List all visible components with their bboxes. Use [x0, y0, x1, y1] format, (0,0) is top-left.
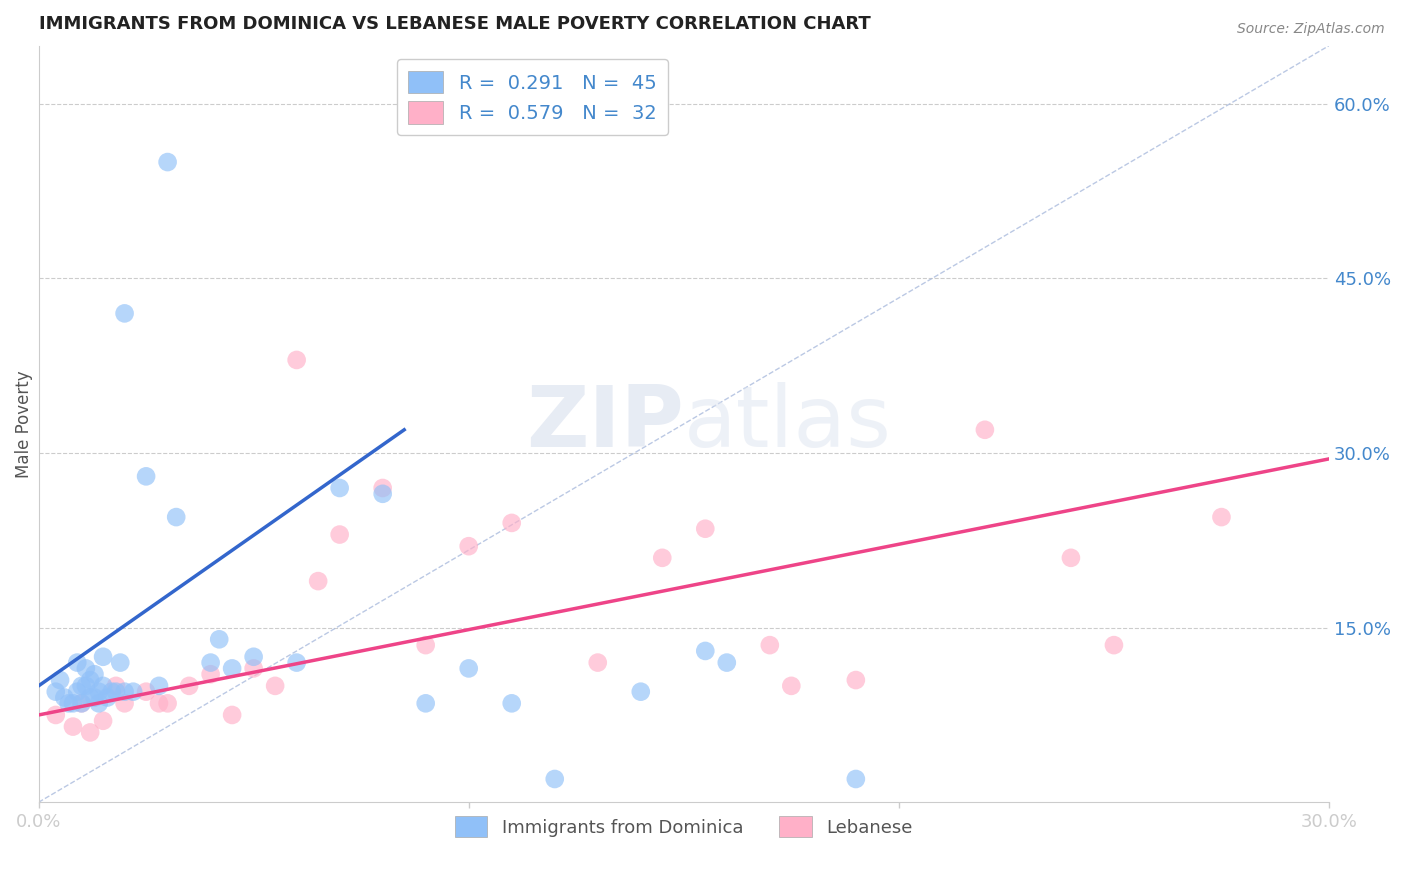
Point — [457, 539, 479, 553]
Point — [457, 661, 479, 675]
Point — [75, 679, 97, 693]
Point — [845, 673, 868, 687]
Text: ZIP: ZIP — [526, 383, 683, 466]
Point — [221, 708, 243, 723]
Point — [135, 469, 157, 483]
Point — [62, 696, 84, 710]
Point — [371, 481, 394, 495]
Point — [45, 708, 67, 723]
Point — [53, 690, 76, 705]
Point — [329, 481, 352, 495]
Point — [307, 574, 329, 588]
Point — [695, 522, 717, 536]
Point — [242, 649, 264, 664]
Point — [544, 772, 567, 786]
Point — [148, 679, 170, 693]
Legend: Immigrants from Dominica, Lebanese: Immigrants from Dominica, Lebanese — [446, 807, 922, 847]
Point — [83, 690, 105, 705]
Text: Source: ZipAtlas.com: Source: ZipAtlas.com — [1237, 22, 1385, 37]
Point — [114, 684, 136, 698]
Point — [1102, 638, 1125, 652]
Point — [45, 684, 67, 698]
Point — [96, 690, 118, 705]
Point — [242, 661, 264, 675]
Point — [156, 155, 179, 169]
Point — [100, 684, 122, 698]
Point — [1060, 550, 1083, 565]
Point — [221, 661, 243, 675]
Point — [79, 725, 101, 739]
Point — [114, 306, 136, 320]
Point — [329, 527, 352, 541]
Point — [285, 656, 308, 670]
Point — [1211, 510, 1233, 524]
Point — [156, 696, 179, 710]
Point — [285, 353, 308, 368]
Point — [79, 673, 101, 687]
Point — [651, 550, 673, 565]
Point — [75, 661, 97, 675]
Text: atlas: atlas — [683, 383, 891, 466]
Point — [200, 667, 222, 681]
Point — [501, 696, 523, 710]
Point — [66, 684, 89, 698]
Point — [973, 423, 995, 437]
Point — [79, 690, 101, 705]
Point — [104, 679, 127, 693]
Point — [135, 684, 157, 698]
Y-axis label: Male Poverty: Male Poverty — [15, 370, 32, 478]
Point — [87, 696, 110, 710]
Point — [780, 679, 803, 693]
Point — [62, 720, 84, 734]
Point — [70, 679, 93, 693]
Point — [104, 684, 127, 698]
Point — [70, 696, 93, 710]
Point — [122, 684, 145, 698]
Point — [630, 684, 652, 698]
Point — [91, 649, 114, 664]
Point — [148, 696, 170, 710]
Point — [415, 638, 437, 652]
Point — [845, 772, 868, 786]
Point — [114, 696, 136, 710]
Point — [264, 679, 287, 693]
Point — [110, 656, 132, 670]
Point — [415, 696, 437, 710]
Point — [66, 656, 89, 670]
Point — [49, 673, 72, 687]
Point — [759, 638, 782, 652]
Point — [179, 679, 201, 693]
Point — [87, 684, 110, 698]
Point — [586, 656, 609, 670]
Point — [501, 516, 523, 530]
Point — [165, 510, 187, 524]
Text: IMMIGRANTS FROM DOMINICA VS LEBANESE MALE POVERTY CORRELATION CHART: IMMIGRANTS FROM DOMINICA VS LEBANESE MAL… — [38, 15, 870, 33]
Point — [91, 679, 114, 693]
Point — [716, 656, 738, 670]
Point — [58, 696, 80, 710]
Point — [91, 714, 114, 728]
Point — [371, 487, 394, 501]
Point — [70, 696, 93, 710]
Point — [200, 656, 222, 670]
Point — [208, 632, 231, 647]
Point — [83, 667, 105, 681]
Point — [695, 644, 717, 658]
